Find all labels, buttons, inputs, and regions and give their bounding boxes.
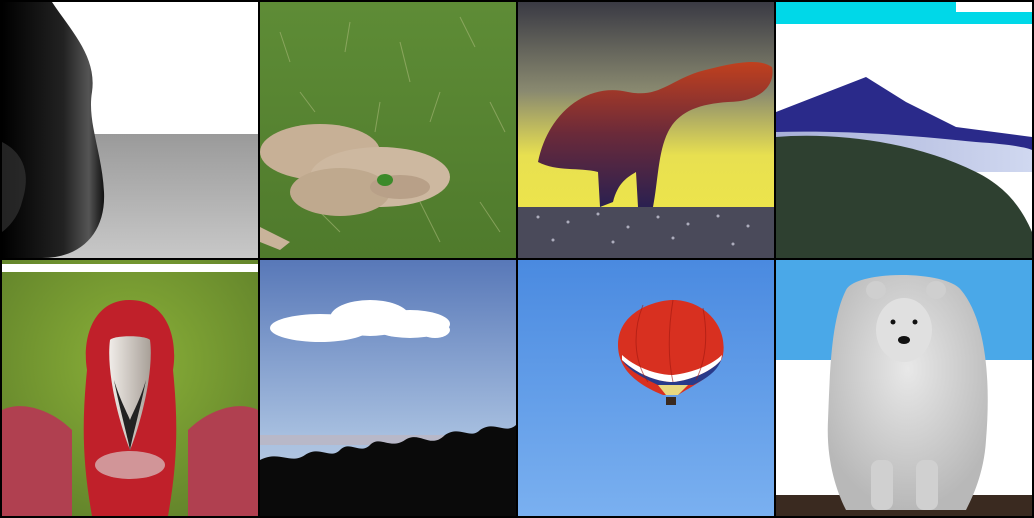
red-creature-image xyxy=(518,2,774,258)
animal-on-grass-image xyxy=(260,2,516,258)
mountain-landscape-image xyxy=(776,2,1032,258)
hot-air-balloon-image xyxy=(518,260,774,516)
tile-dark-blob xyxy=(2,2,258,258)
tile-red-bird xyxy=(2,260,258,516)
tile-cloud-treetops xyxy=(260,260,516,516)
cloud-treetops-image xyxy=(260,260,516,516)
red-bird-image xyxy=(2,260,258,516)
tile-animal-on-grass xyxy=(260,2,516,258)
tile-hot-air-balloon xyxy=(518,260,774,516)
dark-blob-image xyxy=(2,2,258,258)
tile-polar-bear xyxy=(776,260,1032,516)
polar-bear-image xyxy=(776,260,1032,516)
tile-red-creature xyxy=(518,2,774,258)
tile-mountain-landscape xyxy=(776,2,1032,258)
